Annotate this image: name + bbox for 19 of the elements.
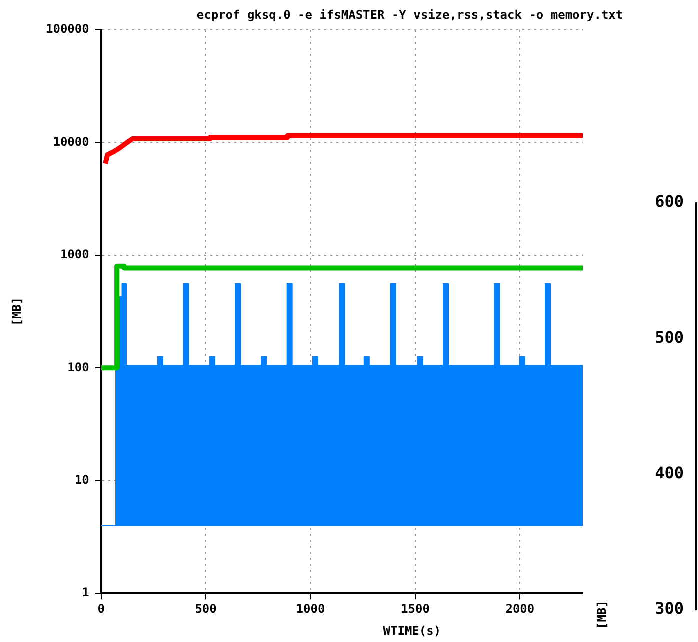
y-tick-label: 1 xyxy=(82,586,90,600)
x-tick-label: 1000 xyxy=(296,602,326,616)
y2-tick-label: 500 xyxy=(655,328,684,347)
y-tick-label: 100 xyxy=(68,360,90,374)
y-tick-label: 100000 xyxy=(46,22,90,36)
y2-axis-title: [MB] xyxy=(595,600,610,630)
y-axis-title: [MB] xyxy=(10,297,24,326)
chart-title: ecprof gksq.0 -e ifsMASTER -Y vsize,rss,stack -o memory.txt xyxy=(196,8,624,22)
y-tick-label: 1000 xyxy=(60,248,90,262)
x-tick-label: 1500 xyxy=(401,602,430,616)
x-axis-title: WTIME(s) xyxy=(383,624,442,638)
y2-tick-label: 300 xyxy=(655,599,684,618)
y2-tick-label: 400 xyxy=(655,463,684,482)
x-tick-label: 500 xyxy=(195,602,217,616)
y-tick-label: 10000 xyxy=(53,134,90,149)
y-tick-label: 10 xyxy=(74,473,90,488)
x-tick-label: 2000 xyxy=(506,602,535,616)
x-tick-label: 0 xyxy=(98,602,105,616)
y2-tick-label: 600 xyxy=(655,192,684,212)
